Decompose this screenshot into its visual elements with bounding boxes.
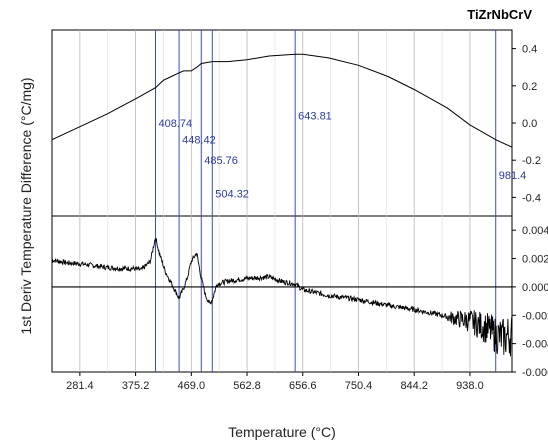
y-tick-label: -0.2 <box>522 155 541 167</box>
y-tick-label: 0.4 <box>522 44 537 56</box>
x-tick-label: 281.4 <box>66 380 94 392</box>
x-tick-label: 750.4 <box>345 380 373 392</box>
y-tick-label: 0.0 <box>522 118 537 130</box>
dta-curve <box>51 53 513 148</box>
x-tick-label: 656.6 <box>289 380 317 392</box>
y-tick-label: 0.000 <box>522 282 548 294</box>
y-tick-label: -0.006 <box>522 367 548 379</box>
y-tick-label: -0.4 <box>522 192 541 204</box>
peak-annotation: 981.4 <box>499 170 527 182</box>
y-tick-label: 0.2 <box>522 81 537 93</box>
x-tick-label: 844.2 <box>400 380 428 392</box>
peak-annotation: 448.42 <box>182 135 216 147</box>
y-tick-label: 0.004 <box>522 225 548 237</box>
y-tick-label: -0.002 <box>522 310 548 322</box>
bottom-panel-frame <box>51 215 513 373</box>
peak-annotation: 408.74 <box>159 118 193 130</box>
x-tick-label: 562.8 <box>233 380 261 392</box>
y-tick-label: 0.002 <box>522 254 548 266</box>
peak-annotation: 485.76 <box>204 155 238 167</box>
x-tick-label: 938.0 <box>456 380 484 392</box>
x-tick-label: 375.2 <box>122 380 150 392</box>
chart-title: TiZrNbCrV <box>467 7 532 22</box>
top-panel-frame <box>51 29 513 217</box>
y-tick-label: -0.004 <box>522 339 548 351</box>
x-axis-title: Temperature (°C) <box>228 424 336 440</box>
peak-annotation: 504.32 <box>215 189 249 201</box>
peak-annotation: 643.81 <box>298 111 332 123</box>
derivative-curve <box>51 238 513 357</box>
y-axis-title: 1st Deriv Temperature Difference (°C/mg) <box>18 77 34 334</box>
x-tick-label: 469.0 <box>178 380 206 392</box>
